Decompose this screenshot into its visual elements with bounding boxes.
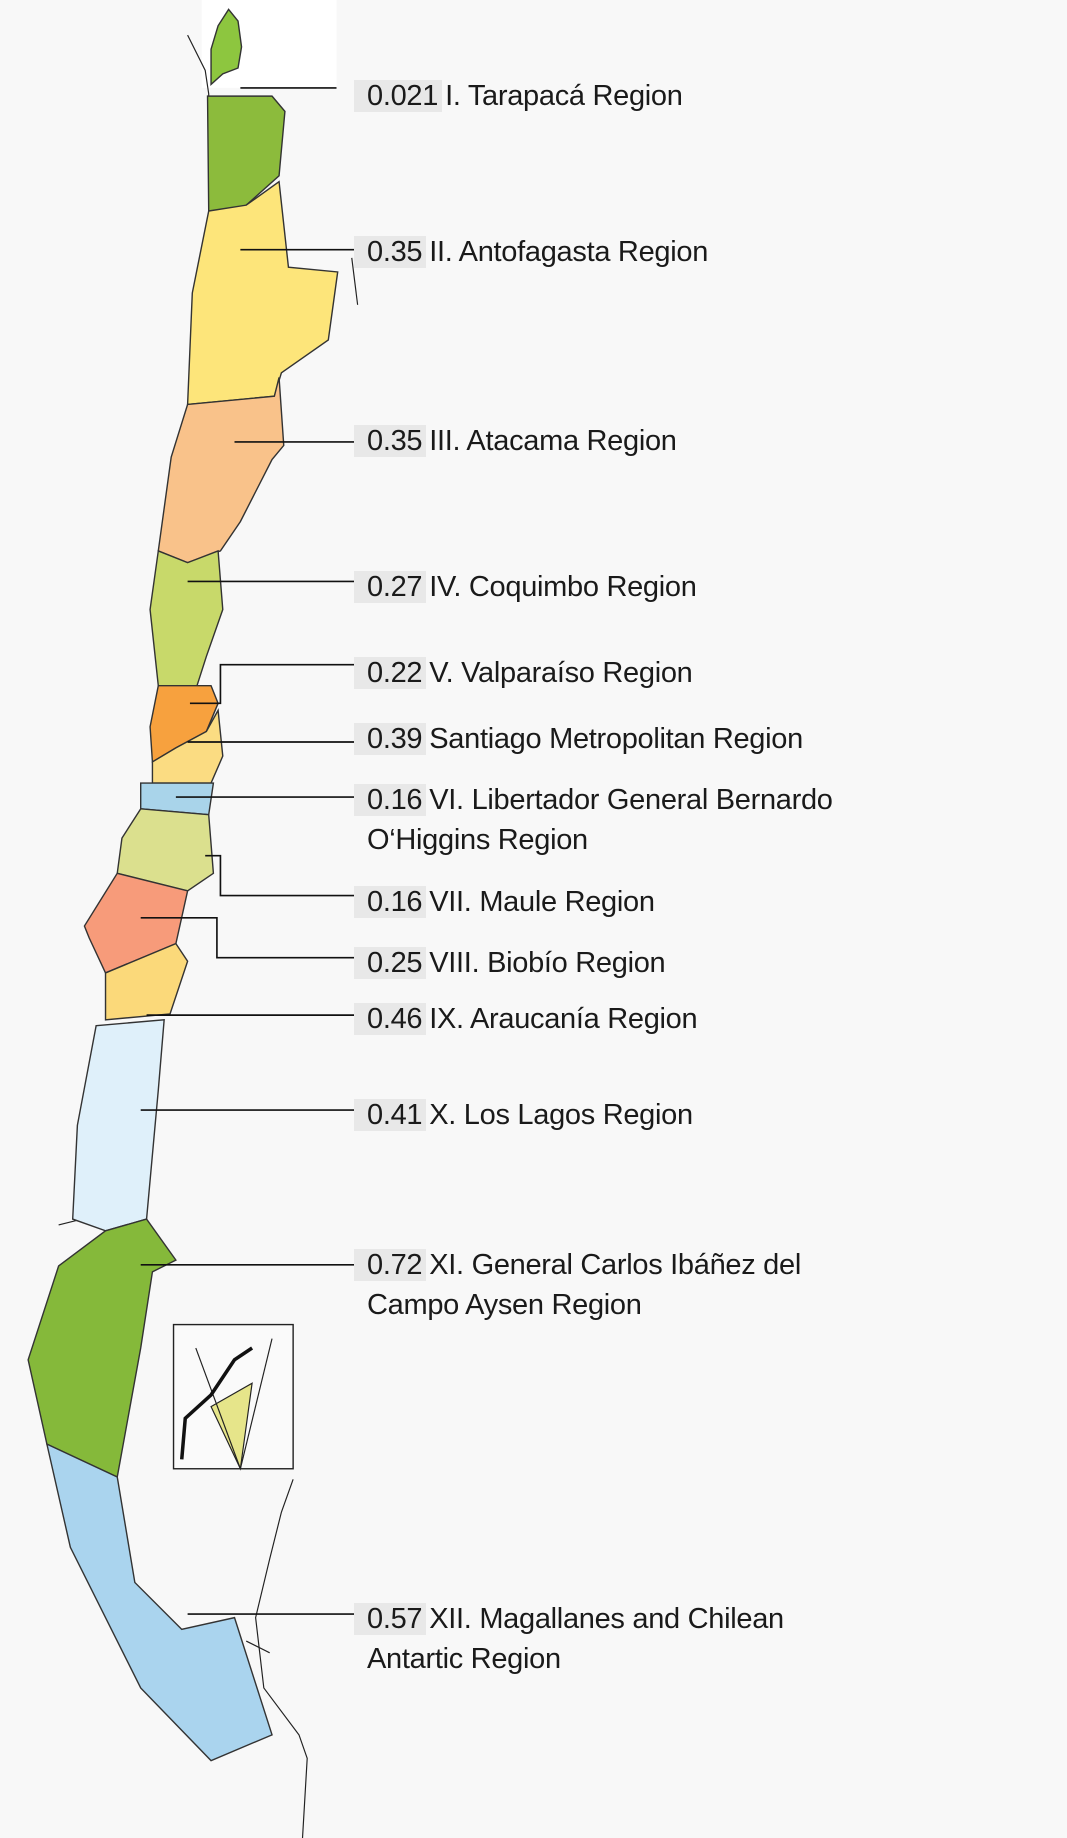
- region-value: 0.35: [354, 425, 427, 457]
- region-label: 0.57 XII. Magallanes and Chilean Antartic …: [354, 1599, 784, 1679]
- region-atacama: [157, 377, 285, 564]
- region-label: 0.46 IX. Araucanía Region: [354, 999, 698, 1039]
- region-value: 0.57: [354, 1603, 427, 1635]
- region-name: II. Antofagasta Region: [429, 236, 709, 268]
- region-name: X. Los Lagos Region: [429, 1099, 693, 1131]
- region-value: 0.16: [354, 886, 427, 918]
- region-name: VIII. Biobío Region: [429, 947, 666, 979]
- region-name: III. Atacama Region: [429, 425, 677, 457]
- leader-lines: [140, 87, 355, 1615]
- region-label: 0.22 V. Valparaíso Region: [354, 653, 693, 693]
- region-value: 0.16: [354, 784, 427, 816]
- region-value: 0.22: [354, 657, 427, 689]
- region-name: IX. Araucanía Region: [429, 1003, 698, 1035]
- region-label: 0.16 VII. Maule Region: [354, 882, 655, 922]
- region-value: 0.39: [354, 723, 427, 755]
- region-label: 0.72 XI. General Carlos Ibáñez del Campo A…: [354, 1245, 801, 1325]
- region-label: 0.35 III. Atacama Region: [354, 421, 677, 461]
- region-arica: [210, 8, 243, 86]
- region-value: 0.35: [354, 236, 427, 268]
- antarctic-inset: [172, 1323, 294, 1471]
- region-name-line2: O‘Higgins Region: [367, 824, 588, 856]
- region-label: 0.25 VIII. Biobío Region: [354, 943, 666, 983]
- region-value: 0.25: [354, 947, 427, 979]
- region-name-line2: Campo Aysen Region: [367, 1289, 642, 1321]
- region-magallanes: [45, 1442, 273, 1762]
- region-label: 0.16 VI. Libertador General Bernardo O‘Hig…: [354, 780, 833, 860]
- region-name: VI. Libertador General Bernardo: [429, 784, 833, 816]
- region-label: 0.41 X. Los Lagos Region: [354, 1095, 693, 1135]
- region-label: 0.35 II. Antofagasta Region: [354, 232, 708, 272]
- region-aysen: [27, 1218, 177, 1478]
- region-name: V. Valparaíso Region: [429, 657, 693, 689]
- region-santiago: [151, 708, 224, 784]
- region-value: 0.46: [354, 1003, 427, 1035]
- region-name: VII. Maule Region: [429, 886, 655, 918]
- region-coquimbo: [149, 549, 224, 687]
- region-araucania: [104, 942, 189, 1021]
- region-name: Santiago Metropolitan Region: [429, 723, 803, 755]
- region-label: 0.27 IV. Coquimbo Region: [354, 567, 697, 607]
- region-label: 0.021 I. Tarapacá Region: [354, 76, 683, 116]
- region-value: 0.72: [354, 1249, 427, 1281]
- region-value: 0.021: [354, 80, 443, 112]
- region-antofagasta: [186, 180, 339, 406]
- region-name-line2: Antartic Region: [367, 1643, 561, 1675]
- region-name: XI. General Carlos Ibáñez del: [429, 1249, 801, 1281]
- regions: [27, 8, 339, 1762]
- region-label: 0.39 Santiago Metropolitan Region: [354, 719, 803, 759]
- region-value: 0.27: [354, 571, 427, 603]
- region-value: 0.41: [354, 1099, 427, 1131]
- region-name: IV. Coquimbo Region: [429, 571, 697, 603]
- region-los-lagos: [71, 1019, 165, 1232]
- region-name: I. Tarapacá Region: [445, 80, 683, 112]
- region-name: XII. Magallanes and Chilean: [429, 1603, 784, 1635]
